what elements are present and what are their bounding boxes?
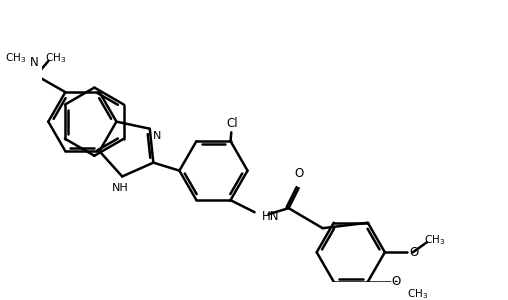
Text: N: N bbox=[29, 56, 39, 69]
Text: CH$_3$: CH$_3$ bbox=[424, 233, 446, 247]
Text: O: O bbox=[409, 246, 418, 259]
Text: CH$_3$: CH$_3$ bbox=[407, 287, 429, 300]
Text: N: N bbox=[153, 131, 161, 141]
Text: HN: HN bbox=[262, 210, 279, 223]
Text: O: O bbox=[392, 275, 401, 288]
Text: CH$_3$: CH$_3$ bbox=[5, 51, 26, 65]
Text: NH: NH bbox=[112, 183, 129, 193]
Text: Cl: Cl bbox=[227, 117, 238, 130]
Text: O: O bbox=[295, 167, 304, 180]
Text: CH$_3$: CH$_3$ bbox=[45, 51, 66, 65]
